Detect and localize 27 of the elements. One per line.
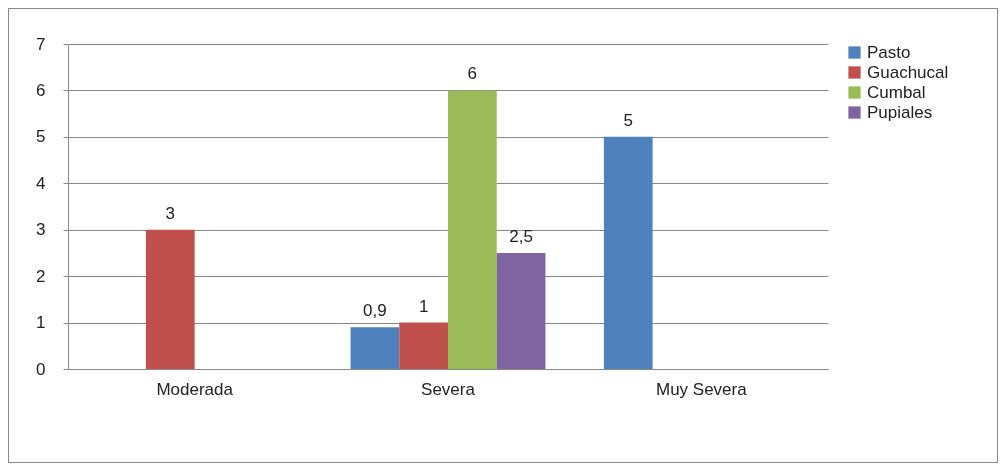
legend-label: Guachucal	[867, 62, 949, 82]
bar	[350, 327, 400, 369]
bar	[496, 252, 546, 369]
data-label: 2,5	[509, 226, 533, 246]
y-tick-label: 4	[36, 173, 46, 193]
y-tick-label: 2	[36, 266, 46, 286]
y-tick-label: 5	[36, 127, 46, 147]
data-label: 1	[418, 296, 429, 316]
legend-label: Pasto	[867, 42, 911, 62]
y-tick-label: 0	[36, 359, 46, 379]
y-tick-label: 1	[36, 313, 46, 333]
bar	[603, 136, 653, 369]
bar	[448, 90, 497, 369]
legend-label: Pupiales	[867, 102, 933, 122]
data-label: 5	[623, 110, 633, 130]
y-tick-label: 7	[36, 34, 46, 54]
data-label: 6	[467, 64, 478, 84]
bar	[145, 229, 195, 369]
bar	[399, 322, 448, 369]
y-tick-label: 3	[36, 220, 46, 240]
data-label: 0,9	[363, 301, 387, 321]
legend-label: Cumbal	[867, 82, 926, 102]
data-label: 3	[165, 203, 176, 223]
x-tick-label: Muy Severa	[655, 379, 748, 399]
x-tick-label: Moderada	[156, 379, 234, 399]
y-tick-label: 6	[36, 80, 46, 100]
x-tick-label: Severa	[421, 379, 476, 399]
